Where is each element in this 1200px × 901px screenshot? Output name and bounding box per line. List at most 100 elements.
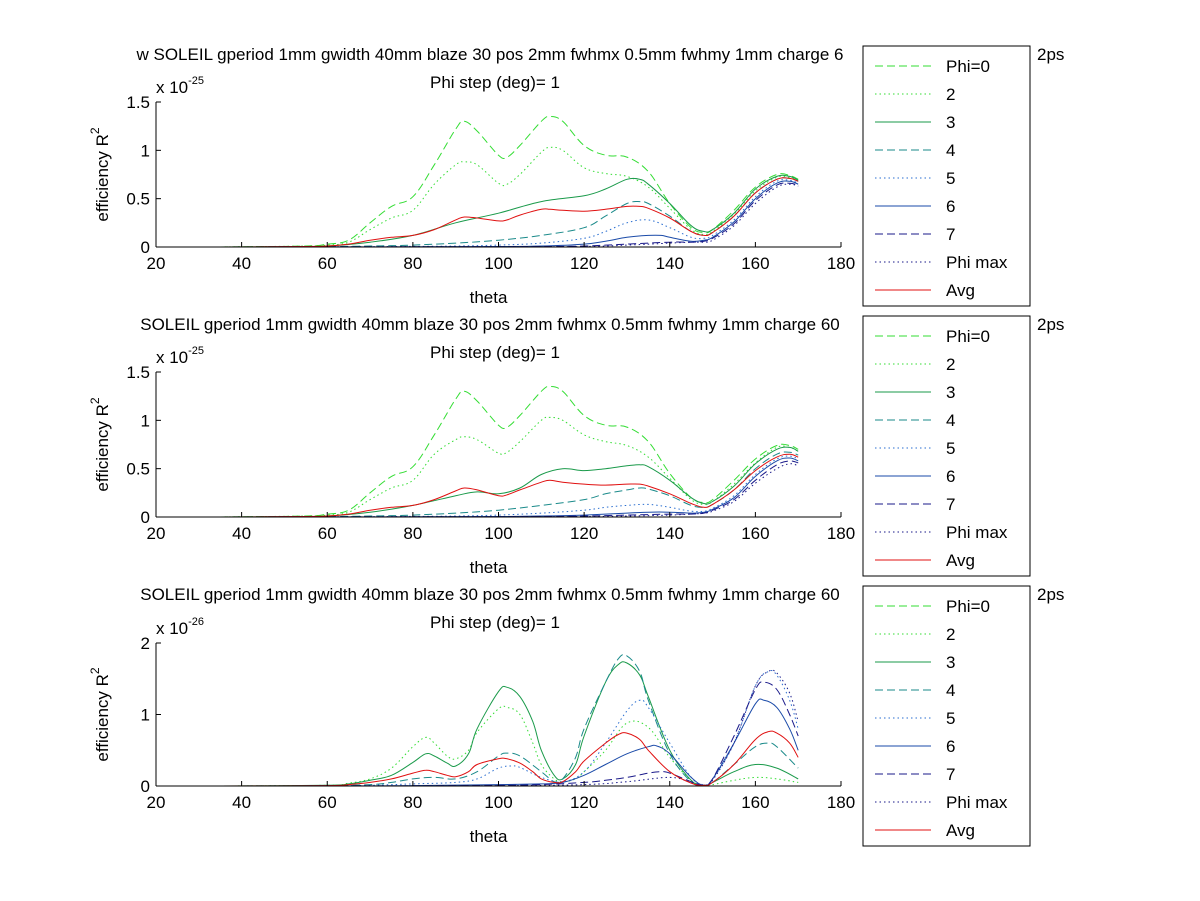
y-tick-label: 1 xyxy=(141,141,150,160)
chart-title: SOLEIL gperiod 1mm gwidth 40mm blaze 30 … xyxy=(140,315,839,334)
plot-area xyxy=(220,654,799,787)
x-tick-label: 20 xyxy=(147,524,166,543)
legend-box xyxy=(862,45,1031,307)
legend-label: Avg xyxy=(946,281,975,300)
y-scale-base: x 10 xyxy=(156,78,188,97)
legend-label: 6 xyxy=(946,197,955,216)
legend: Phi=0 2 3 4 5 6 7 Phi max Avg xyxy=(862,585,1031,847)
y-scale-exponent: -25 xyxy=(188,75,204,87)
x-tick-label: 140 xyxy=(656,524,684,543)
legend-box xyxy=(862,315,1031,577)
y-scale-factor: x 10-26 xyxy=(156,616,204,638)
x-tick-label: 140 xyxy=(656,254,684,273)
legend-label: 5 xyxy=(946,709,955,728)
x-tick-label: 140 xyxy=(656,793,684,812)
x-tick-label: 180 xyxy=(827,254,855,273)
legend-label: 7 xyxy=(946,765,955,784)
x-tick-label: 120 xyxy=(570,254,598,273)
legend-label: 4 xyxy=(946,141,955,160)
chart-subtitle: Phi step (deg)= 1 xyxy=(430,343,560,362)
legend-label: Avg xyxy=(946,551,975,570)
series-line-9 xyxy=(220,453,799,518)
legend: Phi=0 2 3 4 5 6 7 Phi max Avg xyxy=(862,315,1031,577)
legend-box xyxy=(862,585,1031,847)
x-tick-label: 20 xyxy=(147,793,166,812)
y-scale-exponent: -25 xyxy=(188,345,204,357)
y-tick-label: 0 xyxy=(141,777,150,796)
y-tick-label: 0.5 xyxy=(126,190,150,209)
y-axis-label-text: efficiency R xyxy=(93,404,112,492)
series-line-5 xyxy=(220,455,799,518)
legend-label: 3 xyxy=(946,113,955,132)
chart-title: SOLEIL gperiod 1mm gwidth 40mm blaze 30 … xyxy=(140,585,839,604)
series-line-1 xyxy=(220,385,799,518)
series-line-4 xyxy=(220,654,799,787)
x-axis-label: theta xyxy=(470,558,508,577)
y-scale-factor: x 10-25 xyxy=(156,345,204,367)
x-tick-label: 100 xyxy=(484,254,512,273)
x-tick-label: 160 xyxy=(741,524,769,543)
x-tick-label: 180 xyxy=(827,524,855,543)
y-scale-base: x 10 xyxy=(156,348,188,367)
legend-label: 4 xyxy=(946,681,955,700)
legend-label: 3 xyxy=(946,383,955,402)
legend-label: Phi=0 xyxy=(946,597,990,616)
subplot-1: 20 40 60 80 100 120 140 160 180 0 0.5 1 1.5 x 10-25 th… xyxy=(88,45,1064,307)
chart-title-tail: 2ps xyxy=(1037,315,1064,334)
series-line-2 xyxy=(220,146,799,248)
y-tick-label: 1 xyxy=(141,706,150,725)
y-axis-label-exponent: 2 xyxy=(88,127,102,134)
x-tick-label: 100 xyxy=(484,793,512,812)
legend-label: 2 xyxy=(946,85,955,104)
legend-label: Phi max xyxy=(946,793,1008,812)
legend-label: 7 xyxy=(946,225,955,244)
x-tick-label: 60 xyxy=(318,793,337,812)
legend: Phi=0 2 3 4 5 6 7 Phi max Avg xyxy=(862,45,1031,307)
subplot-3: 20 40 60 80 100 120 140 160 180 0 1 2 x 10-26 theta ef… xyxy=(88,585,1064,847)
x-tick-label: 80 xyxy=(403,793,422,812)
plot-area xyxy=(220,385,799,518)
y-scale-base: x 10 xyxy=(156,619,188,638)
legend-label: Phi max xyxy=(946,253,1008,272)
legend-label: 5 xyxy=(946,169,955,188)
y-axis-label-text: efficiency R xyxy=(93,134,112,222)
legend-label: 2 xyxy=(946,355,955,374)
chart-title-tail: 2ps xyxy=(1037,585,1064,604)
y-tick-label: 2 xyxy=(141,634,150,653)
y-axis-label: efficiency R2 xyxy=(88,397,112,492)
x-tick-label: 80 xyxy=(403,524,422,543)
chart-subtitle: Phi step (deg)= 1 xyxy=(430,73,560,92)
legend-label: 6 xyxy=(946,737,955,756)
y-axis-label-text: efficiency R xyxy=(93,674,112,762)
chart-title-tail: 2ps xyxy=(1037,45,1064,64)
series-line-9 xyxy=(220,177,799,248)
x-tick-label: 160 xyxy=(741,793,769,812)
y-scale-exponent: -26 xyxy=(188,616,204,628)
y-tick-label: 0.5 xyxy=(126,460,150,479)
legend-label: 2 xyxy=(946,625,955,644)
series-line-8 xyxy=(220,463,799,518)
x-tick-label: 20 xyxy=(147,254,166,273)
y-axis-label-exponent: 2 xyxy=(88,397,102,404)
chart-subtitle: Phi step (deg)= 1 xyxy=(430,613,560,632)
x-tick-label: 120 xyxy=(570,524,598,543)
y-tick-label: 0 xyxy=(141,238,150,257)
x-tick-label: 80 xyxy=(403,254,422,273)
x-tick-label: 180 xyxy=(827,793,855,812)
series-line-3 xyxy=(220,174,799,248)
chart-title: w SOLEIL gperiod 1mm gwidth 40mm blaze 3… xyxy=(135,45,843,64)
x-tick-label: 40 xyxy=(232,793,251,812)
y-axis-label: efficiency R2 xyxy=(88,127,112,222)
x-tick-label: 40 xyxy=(232,254,251,273)
y-tick-label: 1.5 xyxy=(126,363,150,382)
series-line-9 xyxy=(220,730,799,787)
legend-label: 3 xyxy=(946,653,955,672)
legend-label: Phi=0 xyxy=(946,327,990,346)
x-axis-label: theta xyxy=(470,288,508,307)
x-axis-label: theta xyxy=(470,827,508,846)
x-tick-label: 100 xyxy=(484,524,512,543)
legend-label: Phi max xyxy=(946,523,1008,542)
y-tick-label: 0 xyxy=(141,508,150,527)
legend-label: Avg xyxy=(946,821,975,840)
